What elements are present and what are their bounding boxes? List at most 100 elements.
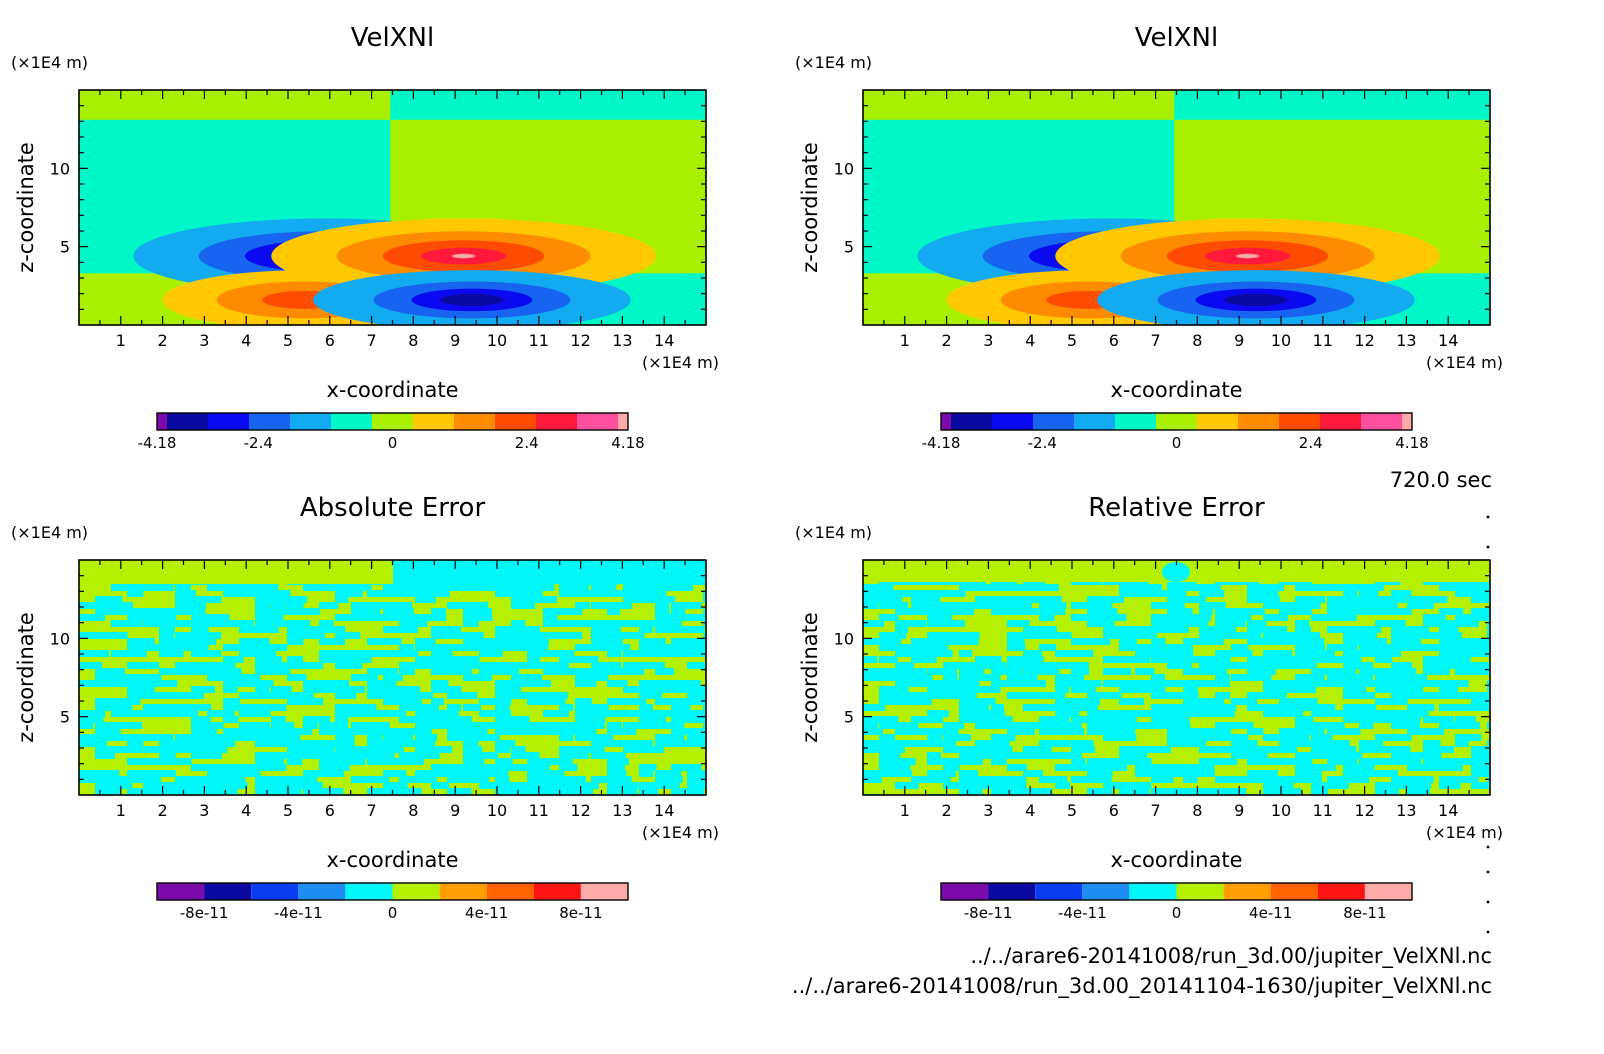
- x-tick-label: 10: [1271, 331, 1291, 350]
- colorbar-cell: [1317, 883, 1365, 900]
- file-path-2: ../../arare6-20141008/run_3d.00_20141104…: [792, 974, 1492, 999]
- x-tick-label: 12: [570, 801, 590, 820]
- y-axis-label: z-coordinate: [14, 612, 38, 743]
- colorbar-tick-label: 0: [388, 434, 398, 452]
- x-tick-label: 2: [158, 331, 168, 350]
- colorbar-cell: [536, 413, 577, 430]
- chart-panel: Absolute Error(×1E4 m)1 2 3 4 5 6 7 8 9 10 11 12 13 1…: [11, 493, 719, 922]
- colorbar-tick-label: -4e-11: [274, 904, 323, 922]
- y-unit-label: (×1E4 m): [795, 523, 872, 542]
- colorbar-tick-label: -8e-11: [964, 904, 1013, 922]
- x-tick-label: 14: [654, 331, 674, 350]
- x-tick-label: 7: [1151, 801, 1161, 820]
- x-tick-label: 8: [408, 331, 418, 350]
- colorbar-cell: [577, 413, 618, 430]
- colorbar-cell: [486, 883, 534, 900]
- y-axis-label: z-coordinate: [14, 142, 38, 273]
- colorbar-cell: [157, 413, 167, 430]
- x-tick-label: 2: [158, 801, 168, 820]
- x-tick-label: 8: [408, 801, 418, 820]
- colorbar-cell: [251, 883, 299, 900]
- y-axis-label: z-coordinate: [798, 142, 822, 273]
- x-tick-label: 14: [654, 801, 674, 820]
- x-tick-label: 6: [325, 801, 335, 820]
- colorbar-tick-label: -4e-11: [1058, 904, 1107, 922]
- colorbar-tick-label: -2.4: [244, 434, 273, 452]
- colorbar-cell: [204, 883, 252, 900]
- x-tick-label: 14: [1438, 331, 1458, 350]
- y-unit-label: (×1E4 m): [795, 53, 872, 72]
- file-path-1: ../../arare6-20141008/run_3d.00/jupiter_…: [970, 944, 1492, 969]
- chart-panel: Relative Error(×1E4 m)1 2 3 4 5 6 7 8 9 10 11 12 13 1…: [795, 493, 1503, 922]
- time-label: 720.0 sec: [1390, 468, 1492, 492]
- colorbar-cell: [1361, 413, 1402, 430]
- y-axis-label: z-coordinate: [798, 612, 822, 743]
- x-unit-label: (×1E4 m): [642, 823, 719, 842]
- colorbar-tick-label: -4.18: [922, 434, 961, 452]
- colorbar-cell: [298, 883, 346, 900]
- colorbar-cell: [1279, 413, 1320, 430]
- x-tick-label: 6: [1109, 801, 1119, 820]
- colorbar-cell: [1197, 413, 1238, 430]
- error-field: [863, 560, 1490, 795]
- plot-area: [863, 560, 1490, 795]
- colorbar: -4.18 -2.4 0 2.4 4.18: [922, 412, 1429, 452]
- colorbar-cell: [992, 413, 1033, 430]
- colorbar-cell: [1035, 883, 1083, 900]
- colorbar-cell: [495, 413, 536, 430]
- x-tick-label: 5: [1067, 801, 1077, 820]
- colorbar-tick-label: 2.4: [515, 434, 539, 452]
- x-unit-label: (×1E4 m): [1426, 353, 1503, 372]
- x-tick-label: 9: [1234, 331, 1244, 350]
- colorbar: -8e-11 -4e-11 0 4e-11 8e-11: [156, 882, 629, 922]
- x-tick-label: 9: [450, 331, 460, 350]
- x-tick-label: 2: [942, 331, 952, 350]
- contour-field: [79, 90, 706, 325]
- colorbar-tick-label: -2.4: [1028, 434, 1057, 452]
- x-tick-label: 12: [570, 331, 590, 350]
- colorbar-cell: [618, 413, 628, 430]
- field-band: [79, 560, 393, 584]
- colorbar-frame: [940, 882, 1413, 901]
- y-tick-label: 5: [844, 238, 854, 257]
- colorbar-cell: [1129, 883, 1177, 900]
- colorbar-tick-label: 4e-11: [1249, 904, 1292, 922]
- colorbar-cell: [167, 413, 208, 430]
- colorbar-cell: [1402, 413, 1412, 430]
- colorbar-cell: [1074, 413, 1115, 430]
- x-tick-label: 8: [1192, 331, 1202, 350]
- x-tick-label: 6: [1109, 331, 1119, 350]
- colorbar-cell: [439, 883, 487, 900]
- x-tick-label: 1: [900, 801, 910, 820]
- colorbar-cell: [345, 883, 393, 900]
- chart-title: Absolute Error: [300, 493, 486, 523]
- x-tick-label: 13: [1396, 801, 1416, 820]
- x-tick-label: 1: [116, 331, 126, 350]
- colorbar-tick-label: 2.4: [1299, 434, 1323, 452]
- x-tick-label: 11: [529, 801, 549, 820]
- colorbar-cell: [290, 413, 331, 430]
- chart-title: Relative Error: [1088, 493, 1265, 523]
- colorbar-cell: [1238, 413, 1279, 430]
- field-band: [1174, 90, 1490, 120]
- colorbar: -8e-11 -4e-11 0 4e-11 8e-11: [940, 882, 1413, 922]
- y-tick-label: 10: [50, 629, 70, 648]
- x-axis-label: x-coordinate: [1110, 848, 1242, 872]
- x-tick-label: 1: [900, 331, 910, 350]
- plot-area: [863, 90, 1490, 325]
- colorbar-tick-label: -4.18: [138, 434, 177, 452]
- chart-title: VelXNl: [1135, 23, 1218, 53]
- y-unit-label: (×1E4 m): [11, 523, 88, 542]
- contour-level: [1224, 293, 1288, 306]
- x-tick-label: 4: [241, 801, 251, 820]
- colorbar-cell: [1223, 883, 1271, 900]
- colorbar-cell: [208, 413, 249, 430]
- colorbar-cell: [392, 883, 440, 900]
- x-tick-label: 3: [983, 801, 993, 820]
- colorbar-cell: [372, 413, 413, 430]
- x-tick-label: 3: [199, 331, 209, 350]
- x-tick-label: 8: [1192, 801, 1202, 820]
- x-tick-label: 3: [199, 801, 209, 820]
- x-tick-label: 7: [367, 801, 377, 820]
- colorbar-cell: [951, 413, 992, 430]
